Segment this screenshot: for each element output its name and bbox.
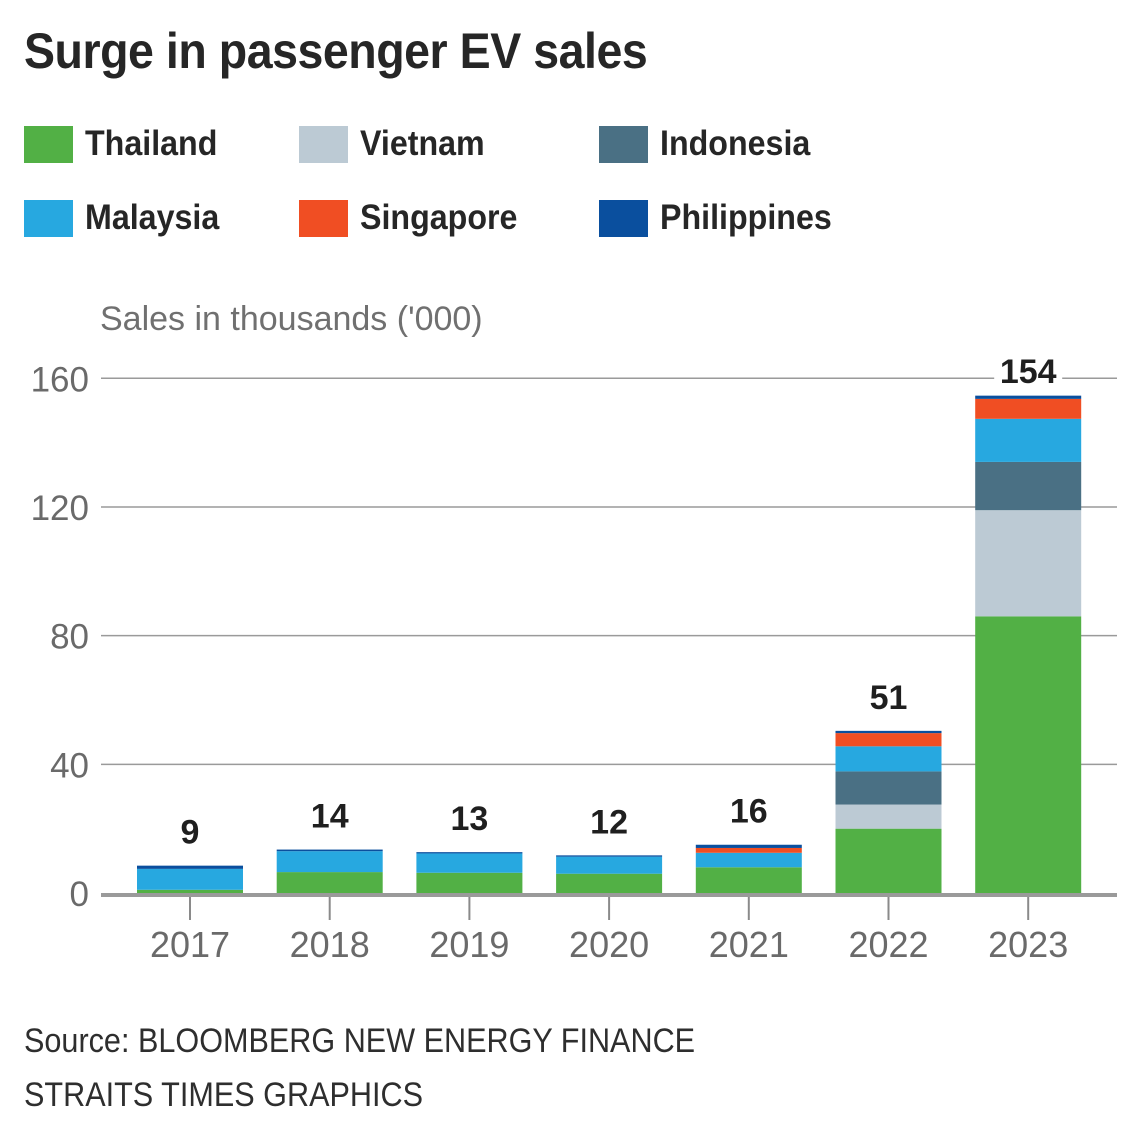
legend-item-malaysia: Malaysia	[24, 198, 231, 237]
total-label-2017: 9	[181, 814, 200, 852]
legend-label-singapore: Singapore	[360, 198, 518, 237]
legend-label-indonesia: Indonesia	[660, 124, 811, 163]
bar-segment-vietnam-2022	[835, 804, 942, 829]
legend-item-indonesia: Indonesia	[599, 124, 823, 163]
bar-segment-thailand-2018	[276, 872, 383, 893]
total-label-2023: 154	[1000, 353, 1057, 391]
x-tick-label: 2020	[569, 924, 649, 965]
y-tick-label: 120	[31, 489, 89, 528]
bar-group-2018	[276, 849, 383, 893]
x-tick-label: 2017	[150, 924, 230, 965]
bar-segment-philippines-2020	[556, 855, 663, 857]
y-tick-label: 160	[31, 360, 89, 399]
x-tick-label: 2022	[848, 924, 928, 965]
bar-segment-thailand-2017	[137, 889, 243, 893]
bar-segment-philippines-2021	[695, 844, 802, 848]
bar-segment-philippines-2017	[137, 865, 243, 869]
bar-segment-thailand-2022	[835, 828, 942, 893]
legend-item-thailand: Thailand	[24, 124, 229, 163]
legend-item-philippines: Philippines	[599, 198, 847, 237]
bar-segment-vietnam-2023	[975, 510, 1082, 617]
total-label-2022: 51	[870, 679, 908, 717]
total-label-2018: 14	[311, 798, 349, 836]
bar-segment-indonesia-2022	[835, 771, 942, 805]
bar-segment-indonesia-2023	[975, 461, 1082, 511]
x-tick-label: 2019	[429, 924, 509, 965]
bar-segment-malaysia-2021	[695, 852, 802, 868]
total-label-2021: 16	[730, 793, 768, 831]
y-axis-label: Sales in thousands ('000)	[100, 300, 483, 338]
legend-label-malaysia: Malaysia	[85, 198, 220, 237]
bar-segment-singapore-2022	[835, 733, 942, 747]
legend-item-vietnam: Vietnam	[299, 124, 496, 163]
bar-group-2017	[137, 865, 243, 893]
total-label-2019: 13	[450, 800, 488, 838]
bar-segment-singapore-2021	[695, 847, 802, 853]
legend-label-philippines: Philippines	[660, 198, 832, 237]
legend-swatch-malaysia	[24, 199, 73, 237]
bar-segment-thailand-2019	[416, 872, 523, 893]
stacked-bar-chart: Sales in thousands ('000) 0 40 80 120 160 20…	[31, 300, 1117, 965]
legend-label-vietnam: Vietnam	[360, 124, 485, 163]
y-tick-label: 40	[50, 746, 89, 785]
bar-segment-malaysia-2022	[835, 746, 942, 772]
legend-swatch-indonesia	[599, 125, 648, 163]
x-tick-label: 2018	[290, 924, 370, 965]
bar-segment-malaysia-2019	[416, 853, 523, 873]
legend-swatch-philippines	[599, 199, 648, 237]
y-tick-label: 80	[50, 618, 89, 657]
bar-group-2020	[556, 855, 663, 893]
bar-group-2019	[416, 852, 523, 893]
bar-segment-thailand-2023	[975, 616, 1082, 893]
legend-label-thailand: Thailand	[85, 124, 218, 163]
bar-segment-malaysia-2023	[975, 418, 1082, 462]
x-axis-ticks: 2017 2018 2019 2020 2021 2022 2023	[150, 897, 1068, 965]
y-axis-ticks: 0 40 80 120 160	[31, 360, 89, 914]
gridlines	[101, 377, 1117, 766]
x-tick-label: 2021	[709, 924, 789, 965]
bar-segment-malaysia-2017	[137, 868, 243, 890]
bar-segment-malaysia-2018	[276, 851, 383, 873]
bar-group-2021	[695, 844, 802, 893]
total-label-bg	[994, 352, 1063, 392]
bar-segment-philippines-2022	[835, 730, 942, 734]
legend-item-singapore: Singapore	[299, 198, 531, 237]
bar-segment-singapore-2023	[975, 398, 1082, 419]
credit-text: STRAITS TIMES GRAPHICS	[24, 1076, 423, 1114]
legend-swatch-singapore	[299, 199, 348, 237]
bar-segment-philippines-2023	[975, 395, 1082, 399]
bar-segment-thailand-2020	[556, 873, 663, 893]
legend-swatch-vietnam	[299, 125, 348, 163]
bar-segment-philippines-2019	[416, 852, 523, 854]
legend-swatch-thailand	[24, 125, 73, 163]
chart-title: Surge in passenger EV sales	[24, 23, 648, 79]
y-tick-label: 0	[70, 875, 89, 914]
bar-group-2023	[975, 395, 1082, 893]
total-labels: 9 14 13 12 16 51 154	[181, 352, 1063, 852]
bars	[137, 395, 1082, 893]
bar-segment-thailand-2021	[695, 867, 802, 893]
total-label-2020: 12	[590, 803, 628, 841]
bar-segment-philippines-2018	[276, 849, 383, 852]
source-text: Source: BLOOMBERG NEW ENERGY FINANCE	[24, 1022, 696, 1060]
x-tick-label: 2023	[988, 924, 1068, 965]
bar-segment-malaysia-2020	[556, 856, 663, 874]
bar-group-2022	[835, 730, 942, 893]
